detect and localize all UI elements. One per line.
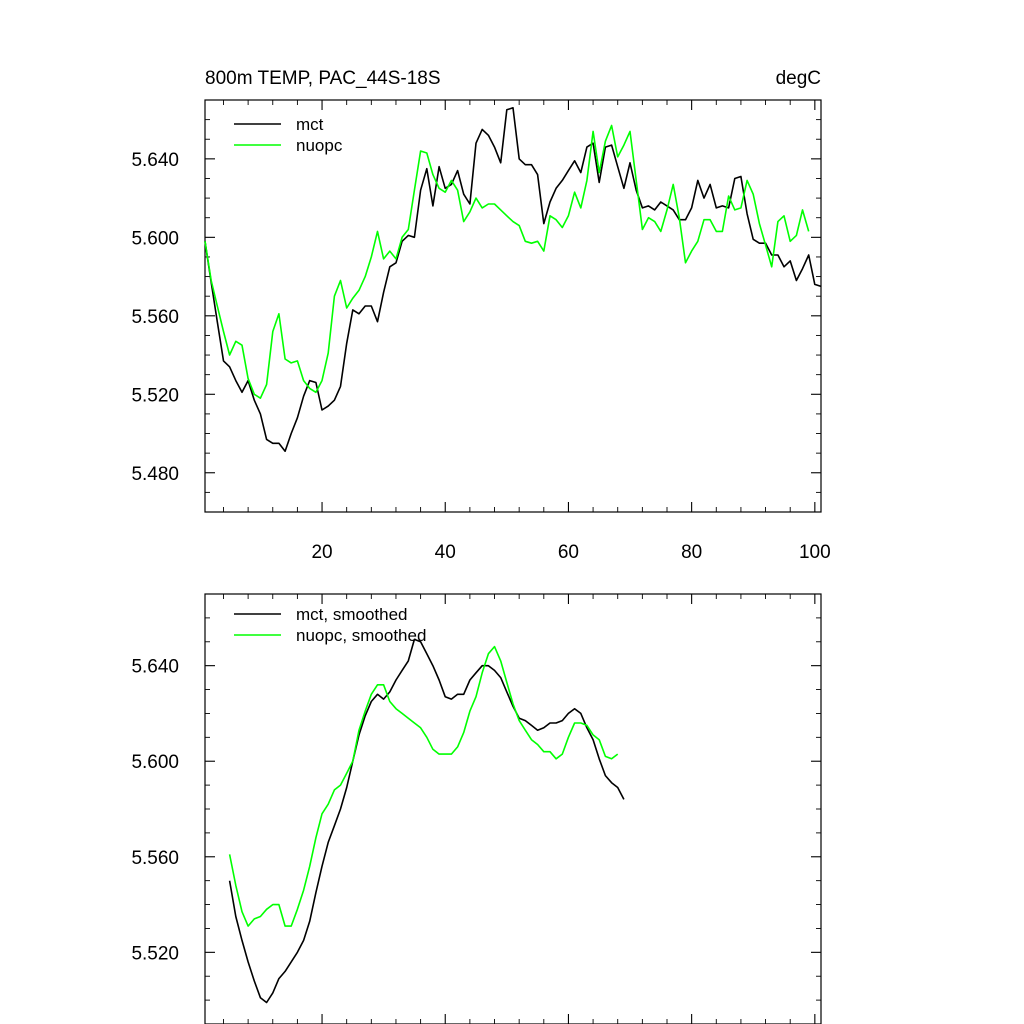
x-tick-label: 80 <box>681 542 702 563</box>
plot-frame <box>204 99 822 513</box>
chart-panel-smoothed: 5.520 5.560 5.600 5.640 mct, smoothed nuopc,… <box>131 593 822 1024</box>
y-tick-label: 5.520 <box>131 943 179 964</box>
axis-ticks <box>205 593 821 1024</box>
chart-panel-raw: 800m TEMP, PAC_44S-18S degC 20 40 60 80 100 5… <box>131 68 830 563</box>
y-tick-label: 5.640 <box>131 150 179 171</box>
x-tick-label: 100 <box>799 542 831 563</box>
axis-tick-labels: 20 40 60 80 100 5.480 5.520 5.560 5.600 5.640 <box>131 150 830 563</box>
series-lines <box>204 107 822 453</box>
y-tick-label: 5.640 <box>131 657 179 678</box>
axis-ticks <box>205 99 821 513</box>
x-tick-label: 40 <box>435 542 456 563</box>
x-tick-label: 60 <box>558 542 579 563</box>
series-line-nuopc <box>228 645 619 927</box>
series-line-mct <box>228 638 625 1004</box>
legend: mct, smoothed nuopc, smoothed <box>234 605 426 645</box>
plot-frame <box>204 593 822 1024</box>
axis-tick-labels: 5.520 5.560 5.600 5.640 <box>131 657 179 965</box>
legend-label: mct <box>296 115 324 134</box>
y-tick-label: 5.480 <box>131 464 179 485</box>
series-lines <box>228 638 625 1004</box>
chart-title: 800m TEMP, PAC_44S-18S <box>205 68 441 89</box>
y-tick-label: 5.520 <box>131 385 179 406</box>
y-tick-label: 5.560 <box>131 307 179 328</box>
series-line-nuopc <box>204 124 810 400</box>
legend-label: nuopc <box>296 136 343 155</box>
x-tick-label: 20 <box>311 542 332 563</box>
units-label: degC <box>776 68 821 89</box>
legend-label: mct, smoothed <box>296 605 408 624</box>
y-tick-label: 5.600 <box>131 752 179 773</box>
legend-label: nuopc, smoothed <box>296 626 426 645</box>
legend: mct nuopc <box>234 115 343 155</box>
y-tick-label: 5.560 <box>131 848 179 869</box>
series-line-mct <box>204 107 822 453</box>
y-tick-label: 5.600 <box>131 228 179 249</box>
